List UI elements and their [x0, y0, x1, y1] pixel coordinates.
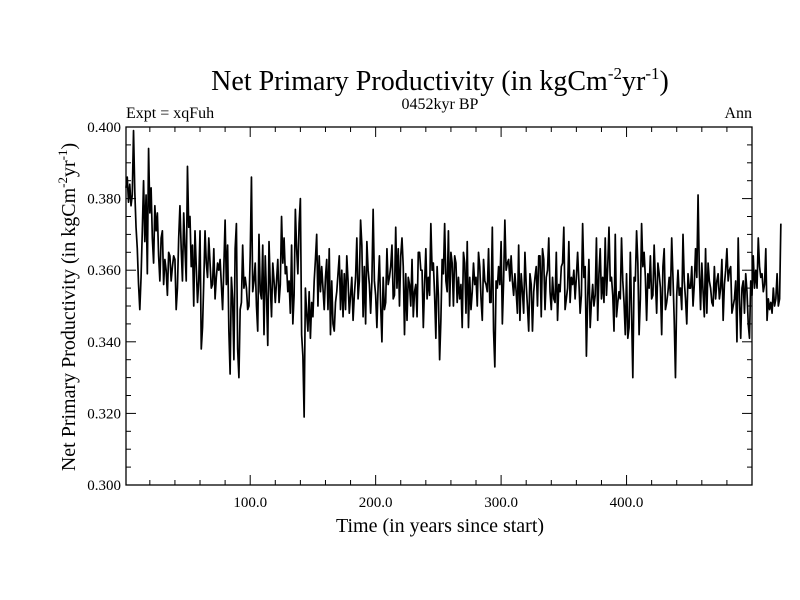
x-tick-label: 100.0 — [233, 495, 267, 511]
season-label: Ann — [724, 105, 752, 122]
plot-frame — [125, 126, 753, 486]
x-axis-ticks: 100.0 200.0 300.0 400.0 — [149, 127, 728, 511]
x-axis-label: Time (in years since start) — [336, 515, 544, 537]
y-tick-label: 0.320 — [87, 406, 121, 422]
period-label: 0452kyr BP — [402, 96, 479, 113]
x-tick-label: 400.0 — [610, 495, 644, 511]
y-tick-label: 0.340 — [87, 335, 121, 351]
y-axis-ticks: 0.300 0.320 0.340 0.360 0.380 0.400 — [87, 120, 752, 494]
chart-title: Net Primary Productivity (in kgCm-2yr-1) — [211, 64, 669, 97]
y-tick-label: 0.380 — [87, 192, 121, 208]
y-axis-label: Net Primary Productivity (in kgCm-2yr-1) — [55, 143, 80, 471]
x-tick-label: 200.0 — [359, 495, 393, 511]
y-tick-label: 0.300 — [87, 478, 121, 494]
x-tick-label: 300.0 — [484, 495, 518, 511]
npp-series-line — [125, 129, 782, 418]
experiment-label: Expt = xqFuh — [126, 105, 214, 122]
y-tick-label: 0.360 — [87, 263, 121, 279]
y-tick-label: 0.400 — [87, 120, 121, 136]
